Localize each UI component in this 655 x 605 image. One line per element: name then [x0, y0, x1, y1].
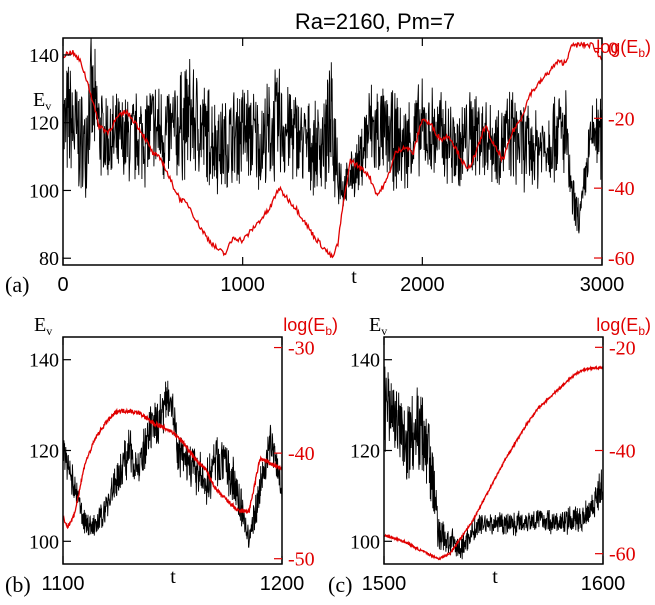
y-tick-label-b: 100 [29, 531, 59, 553]
y-tick-label-c: 120 [350, 441, 380, 463]
y-tick-label-a: 120 [29, 113, 59, 135]
series-magnetic-c [384, 365, 603, 561]
y2-tick-label-b: -40 [288, 443, 315, 465]
y-tick-label-b: 140 [29, 350, 59, 372]
left-axis-label-c: Ev [369, 314, 387, 338]
x-tick-label-b: 1100 [41, 573, 84, 595]
x-tick-label-a: 3000 [580, 274, 625, 296]
x-tick-label-a: 0 [57, 274, 68, 296]
right-axis-label-b: log(Eb) [283, 315, 338, 338]
x-axis-label-b: t [170, 566, 176, 588]
y2-tick-label-a: 0 [608, 38, 618, 60]
x-tick-label-c: 1500 [362, 573, 407, 595]
y-tick-label-a: 80 [39, 248, 59, 270]
y2-tick-label-c: -20 [609, 337, 636, 359]
x-tick-label-a: 1000 [220, 274, 265, 296]
y2-tick-label-a: -40 [608, 178, 635, 200]
y2-tick-label-a: -20 [608, 108, 635, 130]
ticks-a: 0 1000 2000 3000 80 100 120 140 -60 -40 -20 0 [29, 38, 635, 296]
y2-tick-label-c: -60 [609, 544, 636, 566]
x-tick-label-a: 2000 [400, 274, 445, 296]
plot-area-b [63, 380, 282, 548]
series-kinetic-c [384, 366, 603, 560]
y2-tick-label-b: -50 [288, 549, 315, 571]
right-axis-label-a: log(Eb) [596, 37, 651, 60]
y2-tick-label-c: -40 [609, 441, 636, 463]
left-axis-label-a: Ev [33, 89, 51, 113]
y-tick-label-a: 100 [29, 180, 59, 202]
series-magnetic-a [63, 41, 602, 259]
y-tick-label-c: 140 [350, 350, 380, 372]
panel-label-a: (a) [5, 272, 29, 297]
right-axis-label-c: log(Eb) [596, 315, 651, 338]
frame-a [62, 37, 603, 266]
series-magnetic-b [63, 407, 282, 530]
panel-label-c: (c) [328, 572, 352, 597]
figure-title: Ra=2160, Pm=7 [295, 9, 455, 34]
series-kinetic-b [63, 380, 282, 548]
y-tick-label-b: 120 [29, 441, 59, 463]
plot-area-a [63, 38, 602, 259]
plot-area-c [384, 365, 603, 561]
x-tick-label-b: 1200 [260, 573, 305, 595]
x-axis-label-a: t [351, 266, 357, 288]
y2-tick-label-a: -60 [608, 248, 635, 270]
series-kinetic-a [63, 38, 602, 234]
ticks-c: 1500 1600 100 120 140 -60 -40 -20 [350, 337, 636, 595]
left-axis-label-b: Ev [34, 314, 52, 338]
panel-a: 0 1000 2000 3000 80 100 120 140 -60 -40 -20 0 Ev lo… [5, 37, 651, 297]
y2-tick-label-b: -30 [288, 338, 315, 360]
x-axis-label-c: t [492, 566, 498, 588]
ticks-b: 1100 1200 100 120 140 -50 -40 -30 [29, 337, 315, 595]
x-tick-label-c: 1600 [581, 573, 626, 595]
y-tick-label-c: 100 [350, 531, 380, 553]
panel-label-b: (b) [5, 572, 31, 597]
y-tick-label-a: 140 [29, 45, 59, 67]
